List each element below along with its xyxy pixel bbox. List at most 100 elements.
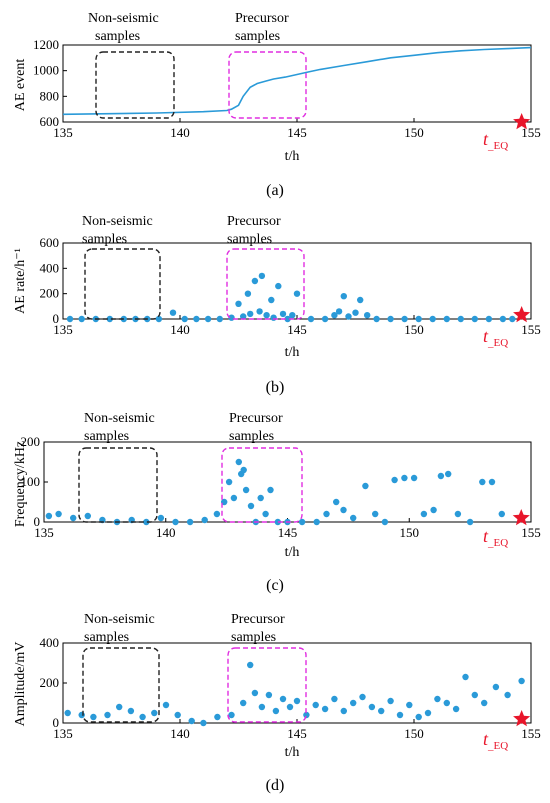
nonseismic-box-c — [78, 447, 158, 523]
data-point-c-0 — [45, 512, 53, 520]
annotation-nonseismic-a2: samples — [95, 29, 140, 44]
earthquake-star-c — [512, 509, 530, 526]
y-tick-label-a-1: 800 — [40, 88, 60, 103]
x-tick-label-d-0: 135 — [53, 726, 73, 741]
data-point-d-26 — [331, 695, 338, 703]
data-point-b-21 — [263, 312, 270, 319]
annotation-precursor-a1: Precursor — [235, 11, 289, 26]
x-axis-label-c: t/h — [285, 545, 300, 560]
x-tick-label-c-4: 155 — [521, 525, 541, 540]
data-point-d-18 — [265, 691, 273, 699]
annotation-precursor-c2: samples — [229, 429, 274, 444]
data-point-c-9 — [172, 518, 179, 526]
data-point-d-24 — [312, 701, 319, 709]
data-point-c-20 — [247, 502, 255, 510]
data-point-b-1 — [78, 315, 85, 323]
data-point-c-31 — [340, 506, 347, 514]
y-tick-label-a-2: 1000 — [33, 63, 59, 78]
x-tick-label-c-2: 145 — [278, 525, 298, 540]
data-point-d-20 — [279, 695, 287, 703]
data-point-d-1 — [78, 711, 85, 719]
data-point-b-19 — [256, 308, 263, 315]
annotation-precursor-c1: Precursor — [229, 411, 283, 426]
annotation-nonseismic-a1: Non-seismic — [88, 11, 159, 26]
data-point-d-13 — [228, 711, 235, 719]
data-point-b-10 — [193, 315, 200, 323]
data-point-c-32 — [350, 514, 357, 522]
data-point-d-41 — [471, 691, 478, 699]
x-tick-label-b-0: 135 — [53, 322, 73, 337]
data-point-b-36 — [357, 296, 364, 304]
y-tick-label-b-3: 600 — [40, 235, 60, 250]
data-point-d-31 — [378, 707, 385, 715]
data-point-b-33 — [340, 293, 347, 300]
series-line-a-0 — [62, 46, 532, 116]
data-point-c-16 — [235, 458, 242, 466]
data-point-b-23 — [270, 314, 277, 321]
yticks-d: 0 200 400 — [40, 635, 67, 730]
data-point-b-9 — [181, 315, 188, 323]
t-eq-label-a: t_EQ — [483, 129, 508, 152]
xticks-b: 135 140 145 150 155 — [53, 315, 541, 337]
precursor-box-d — [227, 647, 307, 723]
data-point-d-10 — [188, 717, 195, 725]
data-point-b-38 — [373, 315, 380, 323]
data-point-c-22 — [257, 494, 264, 502]
data-point-d-35 — [415, 713, 422, 721]
x-axis-label-b: t/h — [285, 345, 300, 360]
data-point-b-39 — [387, 315, 394, 323]
data-point-d-19 — [272, 707, 280, 715]
earthquake-star-shape-c — [512, 509, 530, 526]
y-axis-label-a: AE event — [13, 59, 28, 112]
data-point-c-24 — [267, 486, 274, 494]
annotation-precursor-d1: Precursor — [231, 612, 285, 627]
data-point-d-38 — [443, 699, 450, 707]
data-point-c-44 — [466, 518, 474, 526]
data-point-c-35 — [381, 518, 389, 526]
x-tick-label-d-3: 150 — [404, 726, 424, 741]
data-point-d-27 — [340, 707, 347, 715]
y-tick-label-c-1: 100 — [21, 474, 41, 489]
data-point-c-37 — [401, 474, 408, 482]
data-point-d-25 — [321, 705, 329, 713]
data-point-c-15 — [230, 494, 238, 502]
data-point-b-37 — [364, 312, 371, 319]
nonseismic-box-a — [95, 51, 175, 119]
data-point-c-47 — [498, 510, 505, 518]
x-tick-label-d-4: 155 — [521, 726, 541, 741]
x-tick-label-c-0: 135 — [34, 525, 54, 540]
y-tick-label-d-1: 200 — [40, 675, 60, 690]
data-point-c-1 — [55, 510, 62, 518]
data-point-b-16 — [244, 290, 252, 297]
data-point-d-12 — [214, 713, 221, 721]
data-point-b-3 — [106, 315, 114, 323]
y-tick-label-b-2: 400 — [40, 260, 60, 275]
annotation-nonseismic-b2: samples — [82, 232, 127, 247]
panel-a: Non-seismic samples Precursor samples AE… — [13, 11, 541, 199]
xticks-c: 135 140 145 150 155 — [34, 518, 541, 540]
data-point-d-34 — [406, 701, 413, 709]
annotation-precursor-d2: samples — [231, 630, 276, 645]
x-tick-label-b-3: 150 — [404, 322, 424, 337]
data-point-d-36 — [424, 709, 432, 717]
y-tick-label-d-2: 400 — [40, 635, 60, 650]
data-point-b-24 — [275, 282, 282, 290]
data-point-b-18 — [251, 277, 259, 285]
data-point-c-8 — [157, 514, 165, 522]
x-tick-label-a-0: 135 — [53, 125, 73, 140]
data-point-b-17 — [247, 310, 254, 318]
data-point-d-29 — [359, 693, 366, 701]
annotation-nonseismic-b1: Non-seismic — [82, 214, 153, 229]
data-point-b-44 — [457, 315, 464, 323]
data-point-d-39 — [452, 705, 460, 713]
precursor-box-b — [226, 248, 305, 320]
precursor-box-c — [221, 447, 303, 523]
xticks-a: 135 140 145 150 155 — [53, 118, 541, 140]
data-point-b-8 — [169, 309, 177, 316]
data-point-b-32 — [335, 308, 343, 315]
data-point-d-45 — [518, 677, 525, 685]
data-point-d-8 — [162, 701, 170, 709]
y-tick-label-c-0: 0 — [34, 514, 41, 529]
data-point-d-32 — [387, 697, 394, 705]
